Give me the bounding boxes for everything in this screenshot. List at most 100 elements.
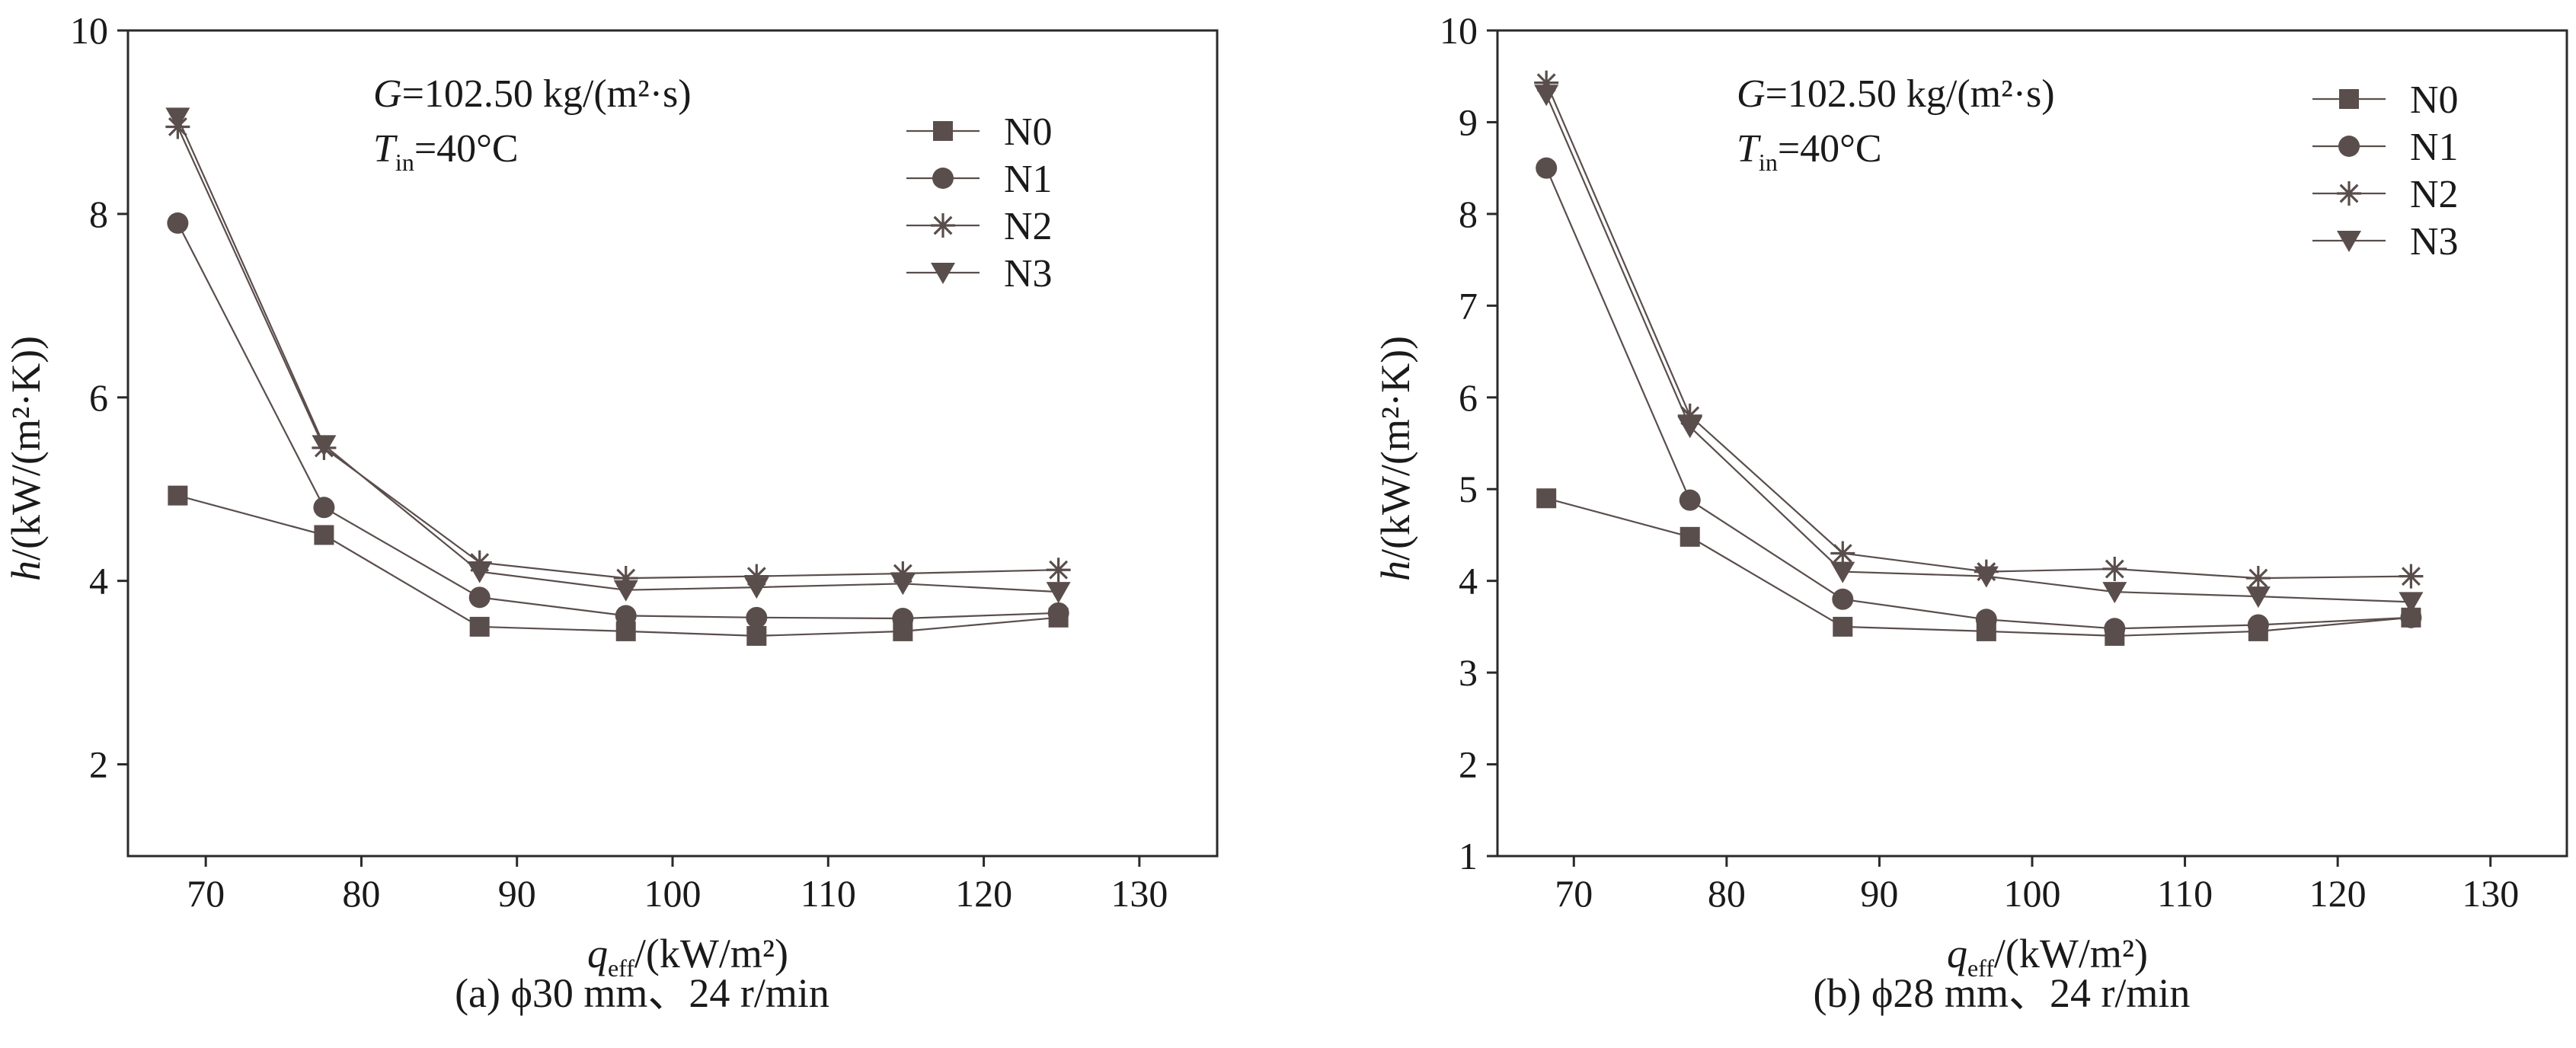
y-axis-symbol: h — [1373, 561, 1418, 581]
data-point — [467, 561, 492, 583]
y-tick-label: 10 — [1440, 9, 1478, 52]
annotation-mass-flux: G=102.50 kg/(m²·s) — [373, 72, 692, 116]
x-tick-label: 70 — [187, 872, 225, 915]
series-line — [177, 126, 1059, 580]
annotation-g-symbol: G — [1737, 72, 1766, 116]
data-point — [1975, 609, 1997, 631]
series-n3: N3 — [1534, 85, 2459, 614]
data-point — [2102, 557, 2127, 582]
data-point — [1833, 616, 1853, 637]
panel-caption: (b) ϕ28 mm、24 r/min — [1814, 970, 2191, 1016]
chart-panel-a: 70 80 90 100 110 120 130246810qeff/(kW/m²)h/(k… — [3, 9, 1219, 1016]
y-tick-label: 8 — [89, 193, 108, 235]
y-tick-label: 10 — [70, 9, 108, 52]
data-point — [2245, 586, 2271, 609]
legend-label: N3 — [2410, 220, 2459, 264]
annotation-g-value: =102.50 kg/(m²·s) — [1766, 72, 2055, 116]
data-point — [744, 577, 769, 599]
data-point — [1679, 489, 1701, 511]
y-tick-label: 1 — [1459, 835, 1478, 877]
legend-marker — [2337, 181, 2361, 206]
y-tick-label: 6 — [1459, 376, 1478, 419]
data-point — [1680, 526, 1700, 547]
data-point — [1974, 566, 1999, 588]
y-axis-symbol: h — [3, 561, 49, 581]
x-tick-label: 90 — [1860, 872, 1898, 915]
legend-marker — [932, 168, 954, 189]
data-point — [615, 605, 637, 627]
series-n1: N1 — [1536, 126, 2459, 640]
data-point — [892, 608, 914, 630]
data-point — [1536, 157, 1558, 179]
series-n0: N0 — [168, 110, 1069, 646]
data-point — [1046, 558, 1071, 583]
legend-label: N3 — [1004, 252, 1053, 296]
data-point — [890, 574, 916, 596]
legend-label: N1 — [1004, 158, 1053, 201]
legend-marker — [2337, 231, 2361, 252]
data-point — [1046, 582, 1071, 604]
data-point — [2245, 566, 2271, 591]
legend-label: N0 — [2410, 78, 2459, 122]
series-n2: N2 — [1534, 70, 2459, 591]
legend-marker — [931, 263, 955, 284]
data-point — [2399, 564, 2424, 589]
x-axis-subscript: eff — [1967, 954, 1994, 982]
x-axis-symbol: q — [1947, 931, 1967, 976]
data-point — [1677, 417, 1702, 439]
data-point — [1830, 541, 1855, 566]
x-axis-subscript: eff — [608, 954, 634, 982]
x-tick-label: 120 — [955, 872, 1012, 915]
data-point — [1534, 70, 1559, 95]
x-tick-label: 110 — [2157, 872, 2213, 915]
annotation-t-value: =40°C — [414, 127, 519, 171]
data-point — [613, 580, 638, 602]
data-point — [744, 564, 769, 589]
annotation-inlet-temp: Tin=40°C — [1737, 127, 1882, 176]
annotation-mass-flux: G=102.50 kg/(m²·s) — [1737, 72, 2055, 116]
series-line — [1545, 168, 2411, 630]
y-tick-label: 2 — [89, 743, 108, 786]
x-tick-label: 80 — [342, 872, 380, 915]
legend-marker — [931, 213, 955, 238]
y-axis-unit: /(kW/(m²·K)) — [3, 336, 49, 561]
x-tick-label: 100 — [2004, 872, 2061, 915]
annotation-t-value: =40°C — [1778, 127, 1882, 171]
legend-label: N0 — [1004, 110, 1053, 154]
data-point — [1534, 85, 1559, 107]
series-n0: N0 — [1536, 78, 2459, 646]
x-tick-label: 70 — [1555, 872, 1593, 915]
data-point — [468, 586, 491, 609]
chart-panel-b: 70 80 90 100 110 120 130 1 2 3 4 5 6 7 8 9 10 qeff/(kW/m²… — [1373, 9, 2568, 1016]
data-point — [314, 525, 334, 545]
series-n2: N2 — [165, 114, 1071, 591]
x-tick-label: 130 — [1111, 872, 1168, 915]
x-tick-label: 120 — [2309, 872, 2367, 915]
legend-marker — [2338, 136, 2360, 157]
y-tick-label: 8 — [1459, 193, 1478, 235]
annotation-t-subscript: in — [1759, 149, 1778, 176]
x-tick-label: 80 — [1708, 872, 1746, 915]
annotation-t-symbol: T — [373, 127, 398, 171]
data-point — [1832, 588, 1854, 610]
x-tick-label: 110 — [801, 872, 856, 915]
x-axis-label: qeff/(kW/m²) — [587, 931, 788, 982]
data-point — [1830, 561, 1855, 583]
data-point — [313, 497, 335, 519]
annotation-g-value: =102.50 kg/(m²·s) — [402, 72, 692, 116]
data-point — [2104, 618, 2126, 640]
data-point — [1677, 403, 1702, 428]
legend-label: N2 — [1004, 205, 1053, 248]
annotation-t-subscript: in — [395, 149, 414, 176]
legend-marker — [933, 121, 953, 141]
data-point — [167, 212, 189, 234]
series-n3: N3 — [165, 107, 1071, 604]
x-tick-label: 90 — [498, 872, 536, 915]
annotation-t-symbol: T — [1737, 127, 1761, 171]
data-point — [746, 625, 767, 646]
y-tick-label: 4 — [89, 560, 108, 602]
y-tick-label: 4 — [1459, 560, 1478, 602]
y-axis-label: h/(kW/(m²·K)) — [3, 336, 49, 581]
data-point — [2399, 592, 2424, 614]
